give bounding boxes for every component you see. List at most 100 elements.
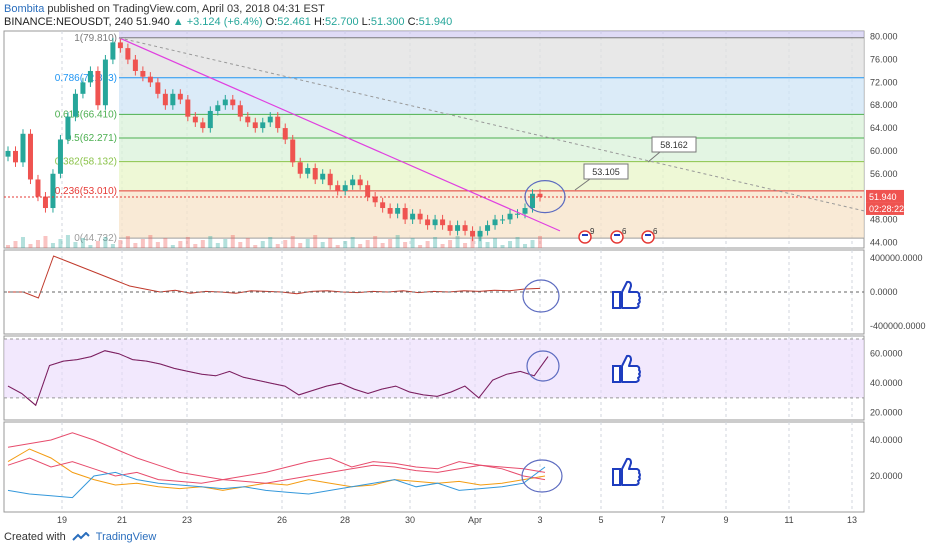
candle: [192, 116, 198, 123]
volume-bar: [28, 244, 33, 248]
candle: [357, 179, 363, 186]
fib-zone: [119, 161, 864, 191]
candle: [12, 150, 18, 163]
candle: [230, 99, 236, 106]
volume-bar: [395, 235, 400, 248]
callout-box: [651, 136, 697, 153]
candle: [342, 185, 348, 191]
candle: [207, 110, 213, 129]
volume-bar: [478, 235, 483, 248]
volume-bar: [140, 239, 145, 248]
fib-label-0: 0(44.732): [74, 233, 117, 244]
x-tick-label: 11: [784, 515, 793, 525]
candle: [20, 133, 26, 163]
candle: [80, 82, 86, 94]
candle: [537, 193, 543, 197]
pane-2-axis-tick: 60.0000: [870, 349, 903, 359]
event-badge-count: 6: [653, 227, 658, 236]
x-tick-label: 23: [182, 515, 192, 525]
candle: [290, 139, 296, 163]
candle: [455, 225, 461, 231]
volume-bar: [418, 245, 423, 248]
event-flag-stripe: [645, 234, 651, 236]
candle: [117, 42, 123, 49]
volume-bar: [425, 241, 430, 248]
candle: [65, 116, 71, 140]
candle: [72, 93, 78, 117]
volume-bar: [470, 239, 475, 248]
callout-label: 53.105: [592, 167, 620, 177]
volume-bar: [485, 242, 490, 248]
volume-bar: [538, 236, 542, 248]
volume-bar: [148, 235, 153, 248]
tradingview-brand[interactable]: TradingView: [95, 531, 157, 543]
candle: [275, 116, 281, 129]
candle: [470, 230, 476, 237]
x-tick-label: 9: [723, 515, 728, 525]
candle: [522, 208, 528, 214]
candle: [477, 230, 483, 237]
symbol-bar: BINANCE:NEOUSDT, 240 51.940 ▲ +3.124 (+6…: [4, 16, 452, 28]
volume-bar: [20, 237, 25, 248]
last-price-tag: [866, 189, 904, 203]
candle: [5, 150, 11, 157]
volume-bar: [305, 239, 310, 248]
volume-bar: [260, 241, 265, 248]
volume-bar: [350, 237, 355, 248]
volume-bar: [328, 238, 333, 248]
candle: [365, 185, 371, 197]
volume-bar: [155, 242, 160, 248]
candle: [425, 219, 431, 226]
fib-label-0.618: 0.618(66.410): [55, 109, 117, 120]
author-link[interactable]: Bombita: [4, 3, 45, 15]
pane-1-axis-tick: 0.0000: [870, 287, 898, 297]
fib-label-0.382: 0.382(58.132): [55, 157, 117, 168]
volume-bar: [275, 244, 280, 248]
volume-bar: [43, 236, 48, 248]
volume-bar: [223, 239, 228, 248]
candle: [125, 48, 131, 60]
candle: [350, 179, 356, 186]
thumbs-up-icon: [612, 354, 641, 383]
price-axis-tick: 48.000: [870, 214, 898, 224]
fib-label-0.786: 0.786(72.803): [55, 73, 117, 84]
volume-bar: [448, 240, 453, 248]
volume-bar: [245, 238, 250, 248]
pane-3-axis-tick: 20.0000: [870, 471, 903, 481]
candle: [200, 122, 206, 129]
volume-bar: [320, 242, 325, 248]
volume-bar: [388, 239, 393, 248]
event-badge-count: 9: [590, 227, 595, 236]
candle: [35, 179, 41, 197]
rsi-band: [4, 338, 864, 398]
countdown-tag: [866, 202, 904, 215]
series-line: [7, 457, 546, 484]
fib-zone: [119, 77, 864, 115]
volume-bar: [73, 242, 78, 248]
volume-bar: [508, 241, 513, 248]
x-tick-label: Apr: [468, 515, 482, 525]
fib-zone: [119, 37, 864, 78]
highlight-circle: [521, 459, 563, 493]
candle: [515, 213, 521, 215]
price-axis-tick: 60.000: [870, 146, 898, 156]
series-line: [7, 432, 546, 484]
price-axis-tick: 76.000: [870, 55, 898, 65]
candle: [95, 70, 101, 106]
callout-pointer: [647, 151, 661, 163]
volume-bar: [215, 243, 220, 248]
volume-bar: [365, 240, 370, 248]
volume-bar: [133, 243, 138, 248]
candle: [27, 133, 33, 180]
volume-bar: [178, 241, 183, 248]
close-value: 51.940: [418, 16, 453, 28]
candle: [102, 59, 108, 106]
fib-label-0.5: 0.5(62.271): [66, 133, 117, 144]
price-axis-tick: 44.000: [870, 237, 898, 247]
fib-label-0.236: 0.236(53.010): [55, 186, 117, 197]
volume-bar: [80, 238, 85, 248]
candle: [87, 70, 93, 83]
published-text: published on TradingView.com, April 03, …: [47, 3, 325, 15]
price-change: ▲ +3.124 (+6.4%): [172, 16, 263, 28]
